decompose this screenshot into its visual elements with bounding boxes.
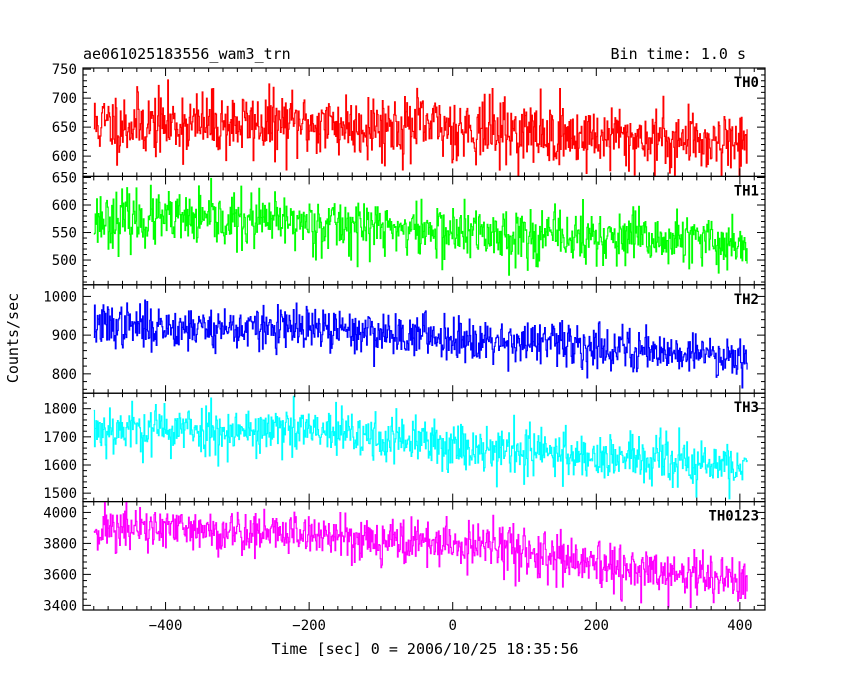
- x-tick-label: −400: [149, 618, 183, 634]
- panels-group: 600 650 700 750 TH0 500 550 600 650 TH1 800 900 1000…: [43, 62, 766, 614]
- y-tick-label: 3600: [43, 567, 77, 583]
- y-tick-label: 1700: [43, 430, 77, 446]
- y-tick-label: 1500: [43, 486, 77, 502]
- y-tick-label: 750: [52, 62, 77, 78]
- x-tick-label: 0: [448, 618, 456, 634]
- x-tick-label: 400: [727, 618, 752, 634]
- y-tick-label: 600: [52, 149, 77, 165]
- panel-label: TH2: [734, 292, 759, 308]
- y-tick-label: 4000: [43, 505, 77, 521]
- x-axis: −400 −200 0 200 400: [149, 618, 753, 634]
- y-tick-label: 650: [52, 120, 77, 136]
- series-line-th0: [93, 79, 748, 177]
- panel-label: TH3: [734, 400, 759, 416]
- x-tick-label: 200: [584, 618, 609, 634]
- y-tick-label: 3800: [43, 536, 77, 552]
- x-tick-label: −200: [292, 618, 326, 634]
- y-tick-label: 1000: [43, 289, 77, 305]
- y-tick-label: 900: [52, 328, 77, 344]
- series-line-th1: [93, 177, 748, 276]
- bin-time-label: Bin time: 1.0 s: [611, 45, 746, 63]
- panel-frame: [82, 284, 766, 394]
- y-tick-label: 600: [52, 198, 77, 214]
- panel-th3: 1500 1600 1700 1800 TH3: [43, 392, 766, 503]
- panel-label: TH0: [734, 75, 759, 91]
- panel-frame: [82, 501, 766, 611]
- series-line-th3: [93, 395, 748, 500]
- panel-th0: 600 650 700 750 TH0: [52, 62, 766, 178]
- series-line-th2: [93, 299, 748, 389]
- y-tick-label: 700: [52, 91, 77, 107]
- panel-th0123: 3400 3600 3800 4000 TH0123: [43, 501, 766, 614]
- x-axis-label: Time [sec] 0 = 2006/10/25 18:35:56: [271, 640, 578, 658]
- figure-title: ae061025183556_wam3_trn: [83, 45, 291, 63]
- panel-th2: 800 900 1000 TH2: [43, 284, 766, 394]
- y-tick-label: 1600: [43, 458, 77, 474]
- panel-label: TH0123: [708, 509, 759, 525]
- series-line-th0123: [93, 501, 748, 608]
- y-tick-label: 650: [52, 171, 77, 187]
- panel-th1: 500 550 600 650 TH1: [52, 171, 766, 286]
- y-tick-label: 3400: [43, 598, 77, 614]
- y-axis-label: Counts/sec: [4, 293, 22, 383]
- panel-label: TH1: [734, 183, 759, 199]
- y-tick-label: 1800: [43, 402, 77, 418]
- y-tick-label: 550: [52, 226, 77, 242]
- y-tick-label: 800: [52, 367, 77, 383]
- y-tick-label: 500: [52, 253, 77, 269]
